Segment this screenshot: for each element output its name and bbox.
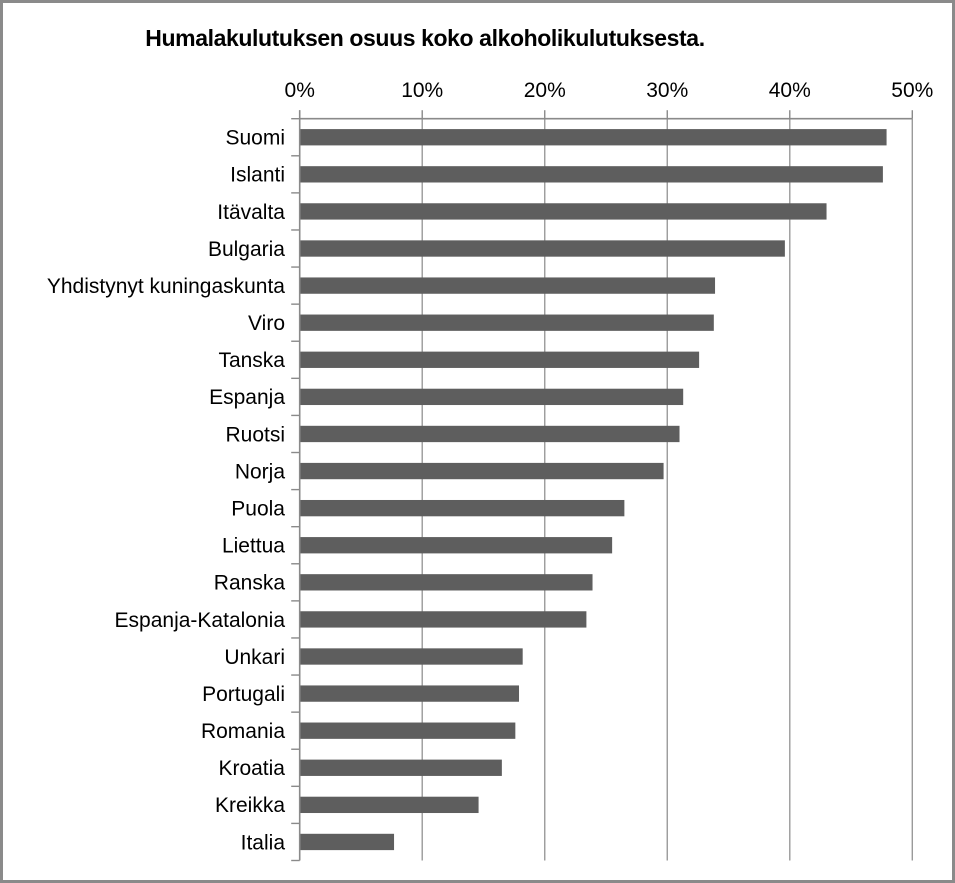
x-tick-label: 20% (524, 79, 566, 102)
category-label: Kroatia (218, 757, 285, 780)
category-label: Viro (248, 312, 285, 335)
category-label: Ranska (214, 572, 286, 595)
bar-Tanska (299, 351, 700, 368)
bar-Espanja (299, 388, 684, 406)
category-label: Puola (231, 497, 285, 520)
x-tick-label: 40% (769, 79, 811, 102)
category-label: Itävalta (217, 201, 285, 224)
category-label: Tanska (218, 349, 285, 372)
category-label: Espanja (209, 386, 285, 409)
category-label: Islanti (230, 164, 285, 187)
bar-Portugali (299, 685, 520, 702)
bar-Liettua (299, 537, 613, 554)
x-tick-label: 0% (285, 79, 315, 102)
x-tick-label: 50% (891, 79, 933, 102)
category-label: Ruotsi (225, 423, 285, 446)
category-label: Unkari (224, 646, 285, 669)
bar-Italia (299, 833, 395, 851)
x-tick-label: 30% (646, 79, 688, 102)
bar-Itävalta (299, 203, 827, 220)
bar-Kreikka (299, 796, 479, 814)
bar-Bulgaria (299, 240, 785, 257)
bar-Espanja-Katalonia (299, 611, 587, 628)
bar-Suomi (299, 129, 887, 146)
bar-Viro (299, 314, 714, 331)
bar-Ruotsi (299, 425, 680, 443)
category-label: Norja (235, 460, 286, 483)
category-label: Bulgaria (208, 238, 285, 261)
x-tick-label: 10% (401, 79, 443, 102)
bar-Unkari (299, 648, 523, 665)
chart-canvas: 0% 10% 20% 30% 40% 50% Suomi Islanti Itävalta Bul… (47, 79, 933, 862)
category-label: Italia (241, 831, 286, 854)
category-label: Yhdistynyt kuningaskunta (47, 275, 285, 298)
bar-Puola (299, 499, 625, 517)
chart-title: Humalakulutuksen osuus koko alkoholikulu… (145, 25, 705, 51)
bar-Norja (299, 462, 664, 480)
bar-Kroatia (299, 759, 502, 776)
bar-Romania (299, 722, 516, 739)
category-label: Espanja-Katalonia (115, 609, 286, 632)
category-label: Liettua (222, 535, 285, 558)
bar-Islanti (299, 166, 883, 183)
category-label: Kreikka (215, 794, 285, 817)
category-label: Romania (201, 720, 285, 743)
category-label: Portugali (202, 683, 285, 706)
bar-Yhdistynyt kuningaskunta (299, 277, 716, 294)
bar-Ranska (299, 574, 593, 591)
category-label: Suomi (225, 127, 285, 150)
